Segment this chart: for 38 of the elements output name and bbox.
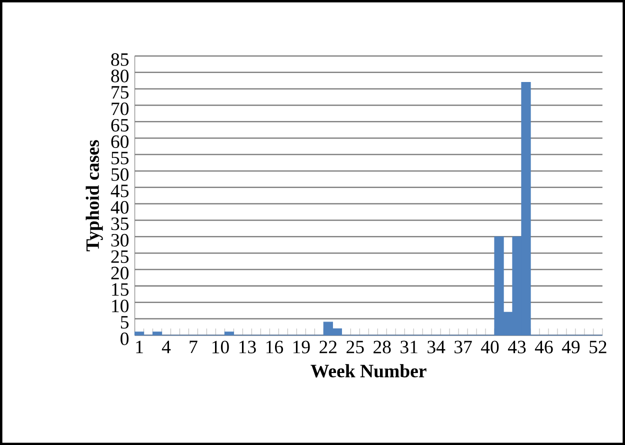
y-tick-label: 85 bbox=[111, 53, 129, 66]
y-tick-label: 80 bbox=[111, 70, 129, 82]
y-tick-label: 65 bbox=[111, 118, 129, 132]
x-tick-label: 16 bbox=[266, 340, 284, 354]
x-tick-label: 7 bbox=[190, 340, 198, 354]
x-tick-label: 10 bbox=[212, 340, 229, 354]
y-tick-label: 25 bbox=[111, 250, 129, 263]
y-tick-label: 35 bbox=[111, 217, 129, 230]
x-tick-label: 34 bbox=[428, 340, 446, 354]
y-tick-label: 45 bbox=[110, 184, 129, 198]
y-tick-label: 40 bbox=[110, 201, 129, 214]
y-tick-label: 50 bbox=[112, 168, 129, 181]
x-tick-label: 31 bbox=[400, 340, 418, 354]
x-tick-label: 46 bbox=[534, 340, 553, 354]
y-tick-label: 5 bbox=[120, 316, 129, 329]
y-axis-title: Typhoid cases bbox=[86, 140, 103, 252]
y-tick-label: 60 bbox=[111, 135, 129, 148]
x-tick-label: 52 bbox=[590, 340, 606, 354]
x-tick-label: 4 bbox=[162, 340, 171, 354]
y-tick-label: 10 bbox=[112, 300, 129, 312]
x-tick-label: 43 bbox=[508, 340, 526, 354]
y-tick-label: 20 bbox=[111, 266, 129, 280]
x-tick-label: 25 bbox=[346, 340, 364, 354]
y-tick-label: 0 bbox=[120, 332, 129, 346]
y-tick-label: 55 bbox=[112, 152, 129, 164]
y-tick-label: 30 bbox=[111, 234, 129, 247]
x-tick-label: 1 bbox=[136, 340, 143, 354]
x-tick-label: 28 bbox=[374, 340, 391, 354]
x-tick-label: 22 bbox=[320, 340, 336, 354]
x-tick-label: 37 bbox=[454, 340, 472, 354]
x-tick-label: 40 bbox=[481, 340, 499, 354]
y-tick-label: 75 bbox=[112, 86, 129, 99]
x-axis-title: Week Number bbox=[310, 364, 426, 378]
y-tick-label: 15 bbox=[112, 283, 129, 296]
y-tick-label: 70 bbox=[112, 102, 129, 116]
x-tick-label: 13 bbox=[239, 340, 256, 354]
x-tick-label: 19 bbox=[293, 340, 310, 354]
x-tick-label: 49 bbox=[562, 340, 580, 354]
